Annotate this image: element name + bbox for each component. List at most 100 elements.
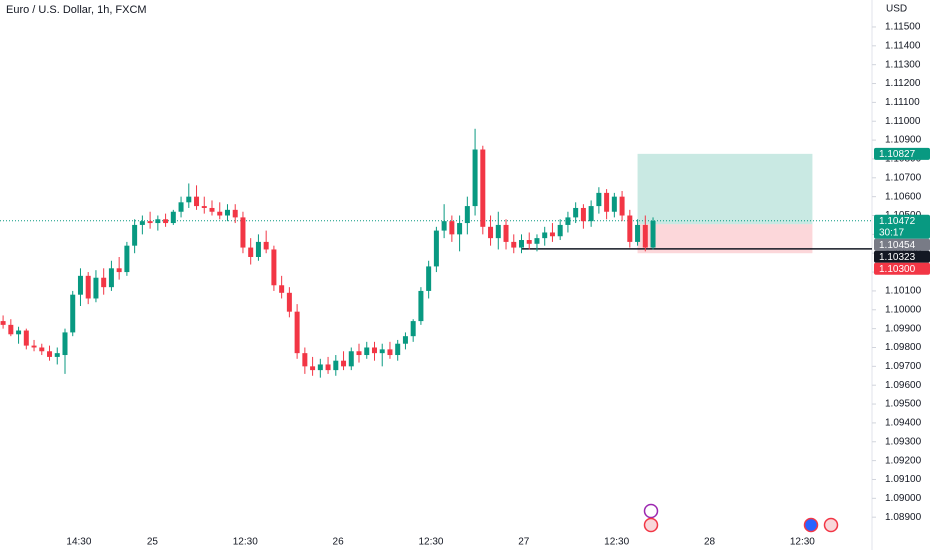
candle-body [170, 211, 176, 224]
candle-body [255, 241, 261, 257]
x-tick-label: 12:30 [233, 537, 258, 548]
candle-body [611, 196, 617, 212]
candle-body [16, 330, 22, 335]
y-tick-label: 1.11400 [885, 40, 921, 51]
x-tick-label: 25 [147, 537, 159, 548]
candle-body [395, 343, 401, 356]
y-tick-label: 1.11500 [885, 22, 921, 33]
candle-body [124, 245, 130, 273]
candle-body [518, 240, 524, 248]
price-tag [874, 214, 930, 239]
candle-body [402, 336, 408, 344]
candle-body [348, 351, 354, 367]
candle-body [588, 206, 594, 222]
y-tick-label: 1.09100 [885, 474, 922, 485]
y-tick-label: 1.10600 [885, 191, 922, 202]
candle-body [248, 247, 254, 257]
price-tag [874, 147, 930, 160]
candle-body [155, 219, 161, 224]
price-tag-label: 1.10472 [879, 216, 916, 227]
candle-body [356, 351, 362, 356]
candle-body [464, 206, 470, 224]
candle-body [433, 230, 439, 267]
candle-body [604, 192, 610, 212]
event-icon [803, 517, 819, 533]
position-target-zone [637, 153, 813, 225]
candle-body [333, 360, 339, 371]
candle-body [147, 221, 153, 224]
candle-body [387, 349, 393, 356]
y-tick-label: 1.09700 [885, 361, 922, 372]
y-tick-label: 1.09300 [885, 436, 922, 447]
candle-body [426, 266, 432, 291]
chart-title: Euro / U.S. Dollar, 1h, FXCM [6, 4, 147, 16]
x-tick-label: 27 [518, 537, 530, 548]
candle-body [379, 349, 385, 354]
candle-body [317, 364, 323, 371]
currency-label: USD [886, 4, 907, 15]
x-tick-label: 12:30 [790, 537, 815, 548]
candle-body [0, 321, 6, 325]
price-tag-label: 1.10300 [879, 264, 916, 275]
candle-body [542, 232, 548, 239]
candle-body [573, 207, 579, 218]
x-tick-label: 12:30 [604, 537, 629, 548]
candle-body [54, 353, 60, 357]
candle-body [310, 366, 316, 371]
candle-body [549, 232, 555, 237]
candle-body [85, 275, 91, 299]
event-icon [643, 517, 659, 533]
candle-body [596, 192, 602, 207]
candle-body [495, 224, 501, 239]
y-tick-label: 1.08900 [885, 512, 922, 523]
candle-body [31, 345, 37, 348]
y-tick-label: 1.11100 [885, 97, 920, 108]
candle-body [178, 202, 184, 212]
y-tick-label: 1.10900 [885, 135, 922, 146]
candle-body [279, 285, 285, 293]
candle-body [650, 220, 656, 248]
candle-body [39, 347, 45, 352]
y-tick-label: 1.09500 [885, 399, 922, 410]
candle-body [240, 217, 246, 248]
y-tick-label: 1.10000 [885, 304, 922, 315]
price-tag [874, 250, 930, 263]
price-tag [874, 262, 930, 275]
candle-body [93, 277, 99, 299]
candle-body [271, 249, 277, 286]
candle-body [163, 219, 169, 224]
candle-body [47, 351, 53, 357]
candle-body [534, 238, 540, 244]
event-icon [823, 517, 839, 533]
candle-body [194, 196, 200, 207]
candle-body [101, 277, 107, 288]
y-tick-label: 1.09400 [885, 418, 922, 429]
candle-body [139, 221, 145, 225]
countdown: 30:17 [879, 227, 904, 238]
y-tick-label: 1.10700 [885, 172, 922, 183]
price-tag-label: 1.10827 [879, 149, 916, 160]
price-tag-label: 1.10323 [879, 252, 916, 263]
candle-body [441, 221, 447, 231]
y-tick-label: 1.11200 [885, 78, 921, 89]
candle-body [209, 207, 215, 212]
candle-body [371, 347, 377, 354]
y-tick-label: 1.11300 [885, 59, 921, 70]
candle-body [186, 196, 192, 203]
x-tick-label: 14:30 [66, 537, 91, 548]
candle-body [286, 292, 292, 312]
x-tick-label: 26 [333, 537, 345, 548]
y-tick-label: 1.09200 [885, 455, 922, 466]
candle-body [302, 353, 308, 367]
x-tick-label: 12:30 [418, 537, 443, 548]
y-tick-label: 1.09000 [885, 493, 922, 504]
candle-body [488, 226, 494, 239]
candle-body [217, 211, 223, 216]
event-icon [643, 503, 659, 519]
candle-body [635, 224, 641, 242]
candle-body [557, 224, 563, 237]
candle-body [263, 241, 269, 250]
